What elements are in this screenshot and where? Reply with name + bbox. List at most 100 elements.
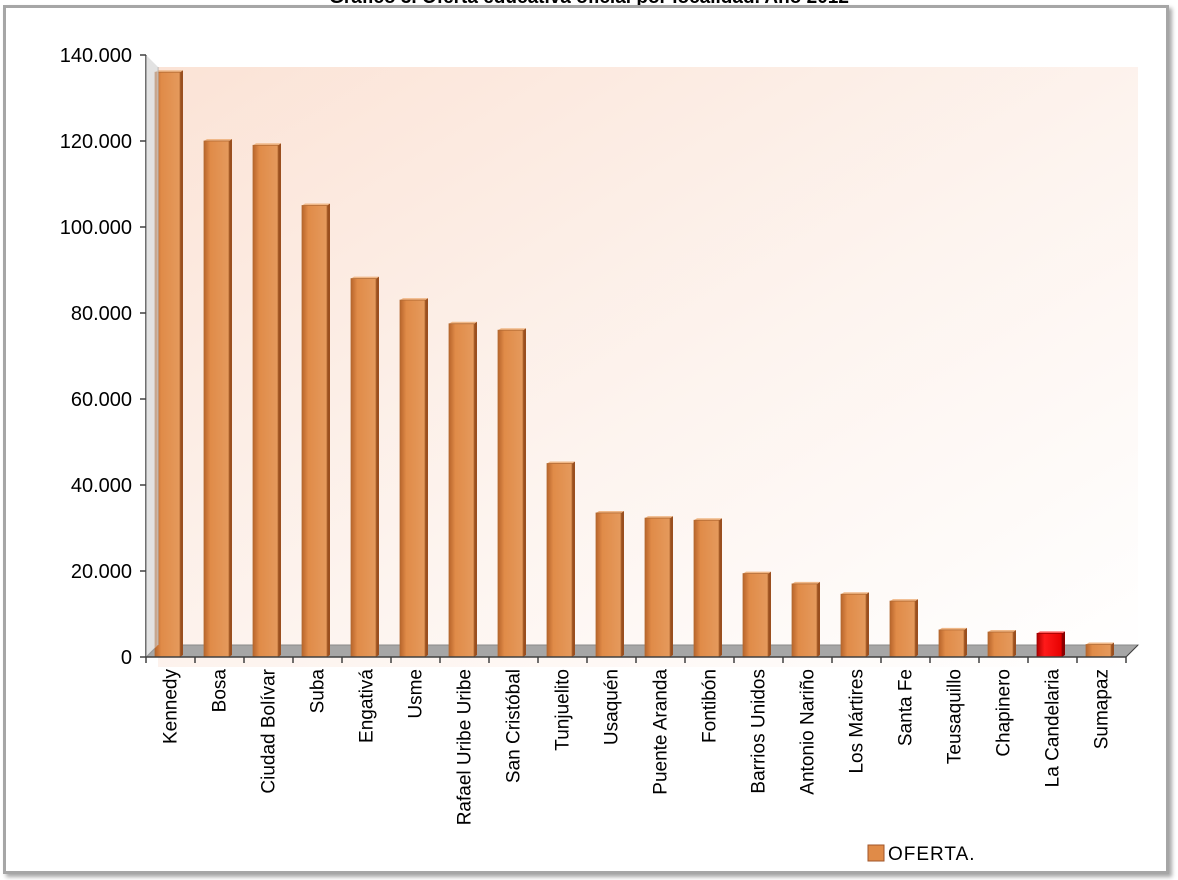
bar-front <box>644 517 671 658</box>
bar-side <box>621 510 624 657</box>
x-tick-label: Fontibón <box>700 669 721 743</box>
bar-top <box>302 203 330 206</box>
bar-front <box>497 329 524 658</box>
bar-side <box>1062 631 1065 657</box>
bar-front <box>889 600 916 658</box>
bar-front <box>448 323 475 658</box>
bar-top <box>596 510 624 513</box>
x-tick-label: Sumapaz <box>1092 669 1113 749</box>
x-tick-label: Teusaquillo <box>945 669 966 764</box>
bar-front <box>742 573 769 658</box>
bar <box>595 510 624 658</box>
bar-top <box>743 571 771 574</box>
bar-side <box>964 627 967 657</box>
bar-side <box>180 70 183 657</box>
bar-front <box>987 631 1014 658</box>
legend-swatch <box>867 844 885 862</box>
y-tick-label: 140.000 <box>60 45 132 67</box>
bar <box>742 571 771 658</box>
x-tick-label: Santa Fe <box>896 669 917 746</box>
bar-top <box>449 321 477 324</box>
bar-side <box>719 518 722 657</box>
bar <box>497 328 526 658</box>
bar-top <box>1037 631 1065 634</box>
bar <box>154 70 183 658</box>
bar <box>693 518 722 658</box>
bar <box>448 321 477 658</box>
bar-front <box>252 144 279 658</box>
y-tick-label: 100.000 <box>60 217 132 239</box>
bar-top <box>253 143 281 146</box>
chart-title: Gráfico 3. Oferta educativa oficial por … <box>0 0 1178 9</box>
y-tick-label: 40.000 <box>71 475 132 497</box>
bar-front <box>399 299 426 658</box>
bar-top <box>694 518 722 521</box>
bar-front <box>595 512 622 658</box>
bar-side <box>768 571 771 657</box>
bar <box>1085 642 1114 658</box>
x-tick-label: La Candelaria <box>1043 669 1064 788</box>
bar-side <box>376 276 379 657</box>
bar-top <box>792 581 820 584</box>
bar-side <box>474 321 477 657</box>
bar <box>546 461 575 658</box>
bar <box>644 516 673 658</box>
bar-front <box>301 205 328 658</box>
bar-side <box>866 592 869 657</box>
bar-top <box>890 599 918 602</box>
y-tick-label: 0 <box>121 647 132 669</box>
bar-front <box>938 629 965 658</box>
bar-side <box>915 599 918 657</box>
x-tick-label: Antonio Nariño <box>798 669 819 795</box>
bar-side <box>1111 642 1114 657</box>
x-tick-label: San Cristóbal <box>504 669 525 783</box>
bar-top <box>351 276 379 279</box>
bar-front <box>350 278 377 658</box>
bar-front <box>1036 632 1063 658</box>
bar-top <box>1086 642 1114 645</box>
bar <box>1036 631 1065 658</box>
x-tick-label: Chapinero <box>994 669 1015 757</box>
bar-top <box>400 298 428 301</box>
side-wall <box>146 55 158 657</box>
x-tick-label: Rafael Uribe Uribe <box>455 669 476 825</box>
bar-front <box>546 463 573 658</box>
bar-front <box>203 140 230 658</box>
x-tick-label: Kennedy <box>161 669 182 745</box>
bar-front <box>1085 644 1112 658</box>
bar <box>350 276 379 658</box>
bar-side <box>425 298 428 657</box>
bar-top <box>155 70 183 73</box>
x-tick-label: Ciudad Bolívar <box>259 668 280 793</box>
bar <box>791 581 820 658</box>
bar <box>301 203 330 658</box>
bar <box>938 627 967 658</box>
bar <box>399 298 428 658</box>
bar-side <box>523 328 526 657</box>
bar-side <box>327 203 330 657</box>
bar-side <box>229 139 232 657</box>
y-tick-label: 120.000 <box>60 131 132 153</box>
x-tick-label: Usaquén <box>602 669 623 745</box>
bar-top <box>547 461 575 464</box>
bar-top <box>939 627 967 630</box>
bar <box>203 139 232 658</box>
x-tick-label: Suba <box>308 669 329 714</box>
bar-side <box>278 143 281 658</box>
y-tick-label: 60.000 <box>71 389 132 411</box>
bar-front <box>693 519 720 658</box>
x-tick-label: Tunjuelito <box>553 669 574 751</box>
x-tick-label: Barrios Unidos <box>749 669 770 794</box>
x-axis-depth <box>1125 644 1139 658</box>
bar-top <box>204 139 232 141</box>
bar-side <box>817 581 820 657</box>
x-tick-label: Engativá <box>357 669 378 743</box>
bar-top <box>841 592 869 595</box>
bar-top <box>645 516 673 519</box>
x-tick-label: Puente Aranda <box>651 669 672 795</box>
bar-side <box>670 516 673 657</box>
bar-front <box>154 71 181 658</box>
x-tick-label: Usme <box>406 669 427 719</box>
bar-front <box>791 583 818 658</box>
